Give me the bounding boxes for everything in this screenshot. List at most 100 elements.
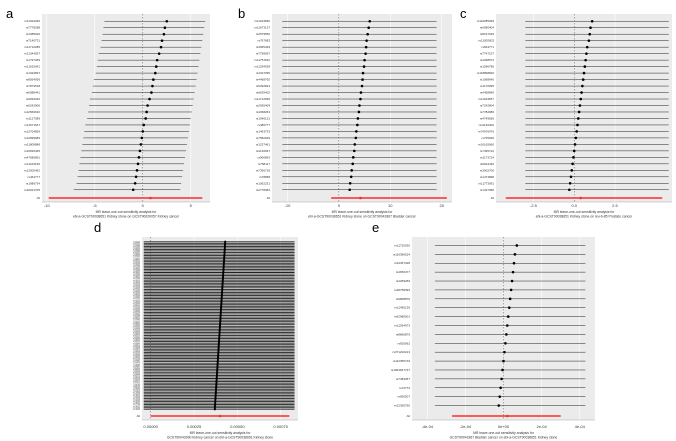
snp-label: rs1527832 — [133, 351, 140, 354]
estimate-point — [353, 143, 357, 146]
estimate-point — [213, 408, 216, 411]
x-tick-label: 0.0 — [571, 203, 577, 208]
snp-label: rs28758093 — [394, 288, 410, 292]
snp-label: rs7782986 — [480, 110, 495, 114]
estimate-point — [574, 136, 578, 140]
snp-label: rs1173724 — [480, 155, 494, 159]
estimate-point — [152, 78, 155, 81]
snp-label: rs4656477 — [396, 270, 411, 274]
snp-label: rs767683 — [257, 39, 270, 43]
snp-label: rs12704859 — [24, 129, 40, 133]
estimate-point — [501, 368, 504, 372]
snp-label: rs1799079 — [133, 408, 140, 411]
snp-label: rs4398572 — [480, 58, 495, 62]
estimate-point — [572, 149, 576, 153]
snp-label: rs4749656 — [480, 116, 495, 120]
estimate-point — [497, 404, 501, 407]
estimate-point — [588, 32, 592, 36]
snp-label: rs1498508 — [133, 345, 140, 348]
snp-label: rs4368263 — [256, 110, 271, 114]
overall-estimate-point — [506, 414, 509, 418]
x-tick-label: 4e-04 — [575, 424, 586, 429]
snp-label: rs1124627 — [133, 266, 140, 269]
estimate-point — [358, 104, 361, 107]
x-tick-label: 0.00075 — [273, 424, 288, 429]
estimate-point — [145, 110, 148, 114]
x-axis-title: MR leave-one-out sensitivity analysis fo… — [473, 431, 535, 435]
estimate-point — [366, 32, 369, 36]
snp-label: rs1505839 — [133, 346, 140, 349]
snp-label: rs1425198 — [133, 329, 140, 332]
snp-label: rs1366550 — [133, 317, 140, 320]
snp-label: rs11450136 — [394, 306, 410, 310]
snp-label: rs16165660 — [478, 142, 494, 146]
panel-letter: d — [94, 220, 101, 235]
snp-label: rs1351888 — [133, 314, 140, 317]
x-tick-label: 2e-04 — [537, 424, 548, 429]
x-axis-title: MR leave-one-out sensitivity analysis fo… — [554, 210, 616, 214]
snp-label: rs1822847737 — [391, 368, 411, 372]
snp-label: rs1095303 — [133, 260, 140, 263]
snp-label: rs7242804 — [480, 104, 495, 108]
snp-label: rs11671547 — [24, 123, 40, 127]
x-tick-label: 0 — [338, 203, 341, 208]
snp-label: rs4468765 — [256, 78, 271, 82]
x-tick-label: -10 — [44, 203, 51, 208]
snp-label: rs1762424 — [133, 400, 140, 403]
snp-label: rs371202213 — [392, 350, 410, 354]
estimate-point — [578, 104, 582, 107]
snp-label: rs1102634 — [133, 262, 140, 265]
snp-label: rs1696445 — [133, 386, 140, 389]
snp-label: rs78958 — [259, 175, 270, 179]
estimate-point — [350, 169, 354, 172]
snp-label: rs1483846 — [133, 342, 140, 345]
snp-label: rs6242906 — [26, 104, 41, 108]
estimate-point — [135, 169, 139, 172]
overall-estimate-point — [218, 414, 222, 418]
snp-label: rs1385640 — [26, 32, 41, 36]
estimate-point — [583, 65, 587, 68]
snp-label: rs11294538 — [254, 65, 270, 69]
estimate-point — [362, 65, 366, 68]
snp-label: rs4327395 — [256, 71, 271, 75]
estimate-point — [160, 39, 164, 42]
x-axis-title: MR leave-one-out sensitivity analysis fo… — [190, 431, 252, 435]
x-tick-label: 0.00050 — [230, 424, 245, 429]
overall-estimate-point — [149, 196, 152, 200]
snp-label: rs1417867 — [133, 328, 140, 331]
estimate-point — [349, 175, 353, 179]
snp-label: rs1557156 — [133, 357, 140, 360]
estimate-point — [581, 78, 585, 81]
snp-label: rs1190606 — [133, 280, 140, 283]
snp-label: rs1755093 — [133, 399, 140, 402]
estimate-point — [360, 84, 364, 88]
snp-label: rs1237461 — [256, 142, 271, 146]
estimate-point — [157, 52, 161, 55]
snp-label: rs664771 — [481, 45, 494, 49]
estimate-point — [581, 84, 584, 88]
snp-label: rs1007331 — [133, 242, 140, 245]
estimate-point — [137, 156, 141, 159]
panel-e: e -4e-04 -2e-04 0e+00 2e-04 4e-04 rs11725035 rs… — [372, 220, 595, 440]
snp-label: rs1725769 — [133, 392, 140, 395]
snp-label: rs9094032 — [26, 97, 41, 101]
estimate-point — [367, 26, 370, 30]
snp-label: rs7778288 — [26, 26, 41, 30]
snp-label: rs1797259 — [26, 58, 41, 62]
snp-label: rs11673137 — [254, 26, 270, 30]
snp-label: rs12505462 — [24, 168, 40, 172]
snp-label: rs1463733 — [256, 129, 271, 133]
panel-letter: a — [6, 6, 14, 21]
snp-label: rs1029324 — [133, 247, 140, 250]
snp-label: rs1271247 — [133, 297, 140, 300]
estimate-point — [165, 19, 169, 23]
panel-b: b -10 0 10 20 rs11023590 rs11673137 rs2579550 rs… — [238, 6, 452, 219]
x-axis-title: MR leave-one-out sensitivity analysis fo… — [96, 210, 158, 214]
estimate-point — [136, 162, 140, 166]
snp-label: rs1344557 — [133, 313, 140, 316]
snp-label: rs2778384 — [256, 188, 271, 192]
estimate-point — [573, 143, 577, 146]
panel-c: c -2.5 0.0 2.5 rs116285069 rs6080404 rs8157049… — [460, 6, 672, 219]
x-tick-label: 0.00025 — [187, 424, 202, 429]
estimate-point — [506, 324, 509, 327]
